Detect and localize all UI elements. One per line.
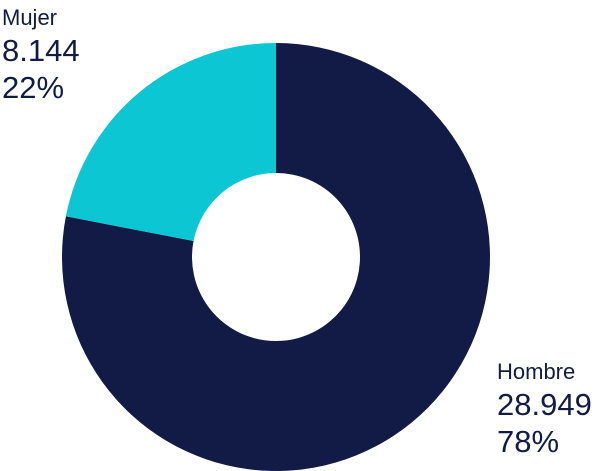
slice-value-mujer: 8.144 (2, 33, 80, 68)
slice-mujer[interactable] (65, 42, 277, 242)
slice-hombre[interactable] (61, 43, 490, 471)
slice-name-hombre: Hombre (497, 359, 576, 384)
slice-percent-mujer: 22% (2, 70, 65, 105)
slice-value-hombre: 28.949 (497, 387, 592, 422)
slice-label-mujer: Mujer 8.144 22% (2, 5, 80, 105)
slice-label-hombre: Hombre 28.949 78% (497, 359, 592, 459)
slice-percent-hombre: 78% (497, 424, 560, 459)
slice-name-mujer: Mujer (2, 5, 58, 30)
